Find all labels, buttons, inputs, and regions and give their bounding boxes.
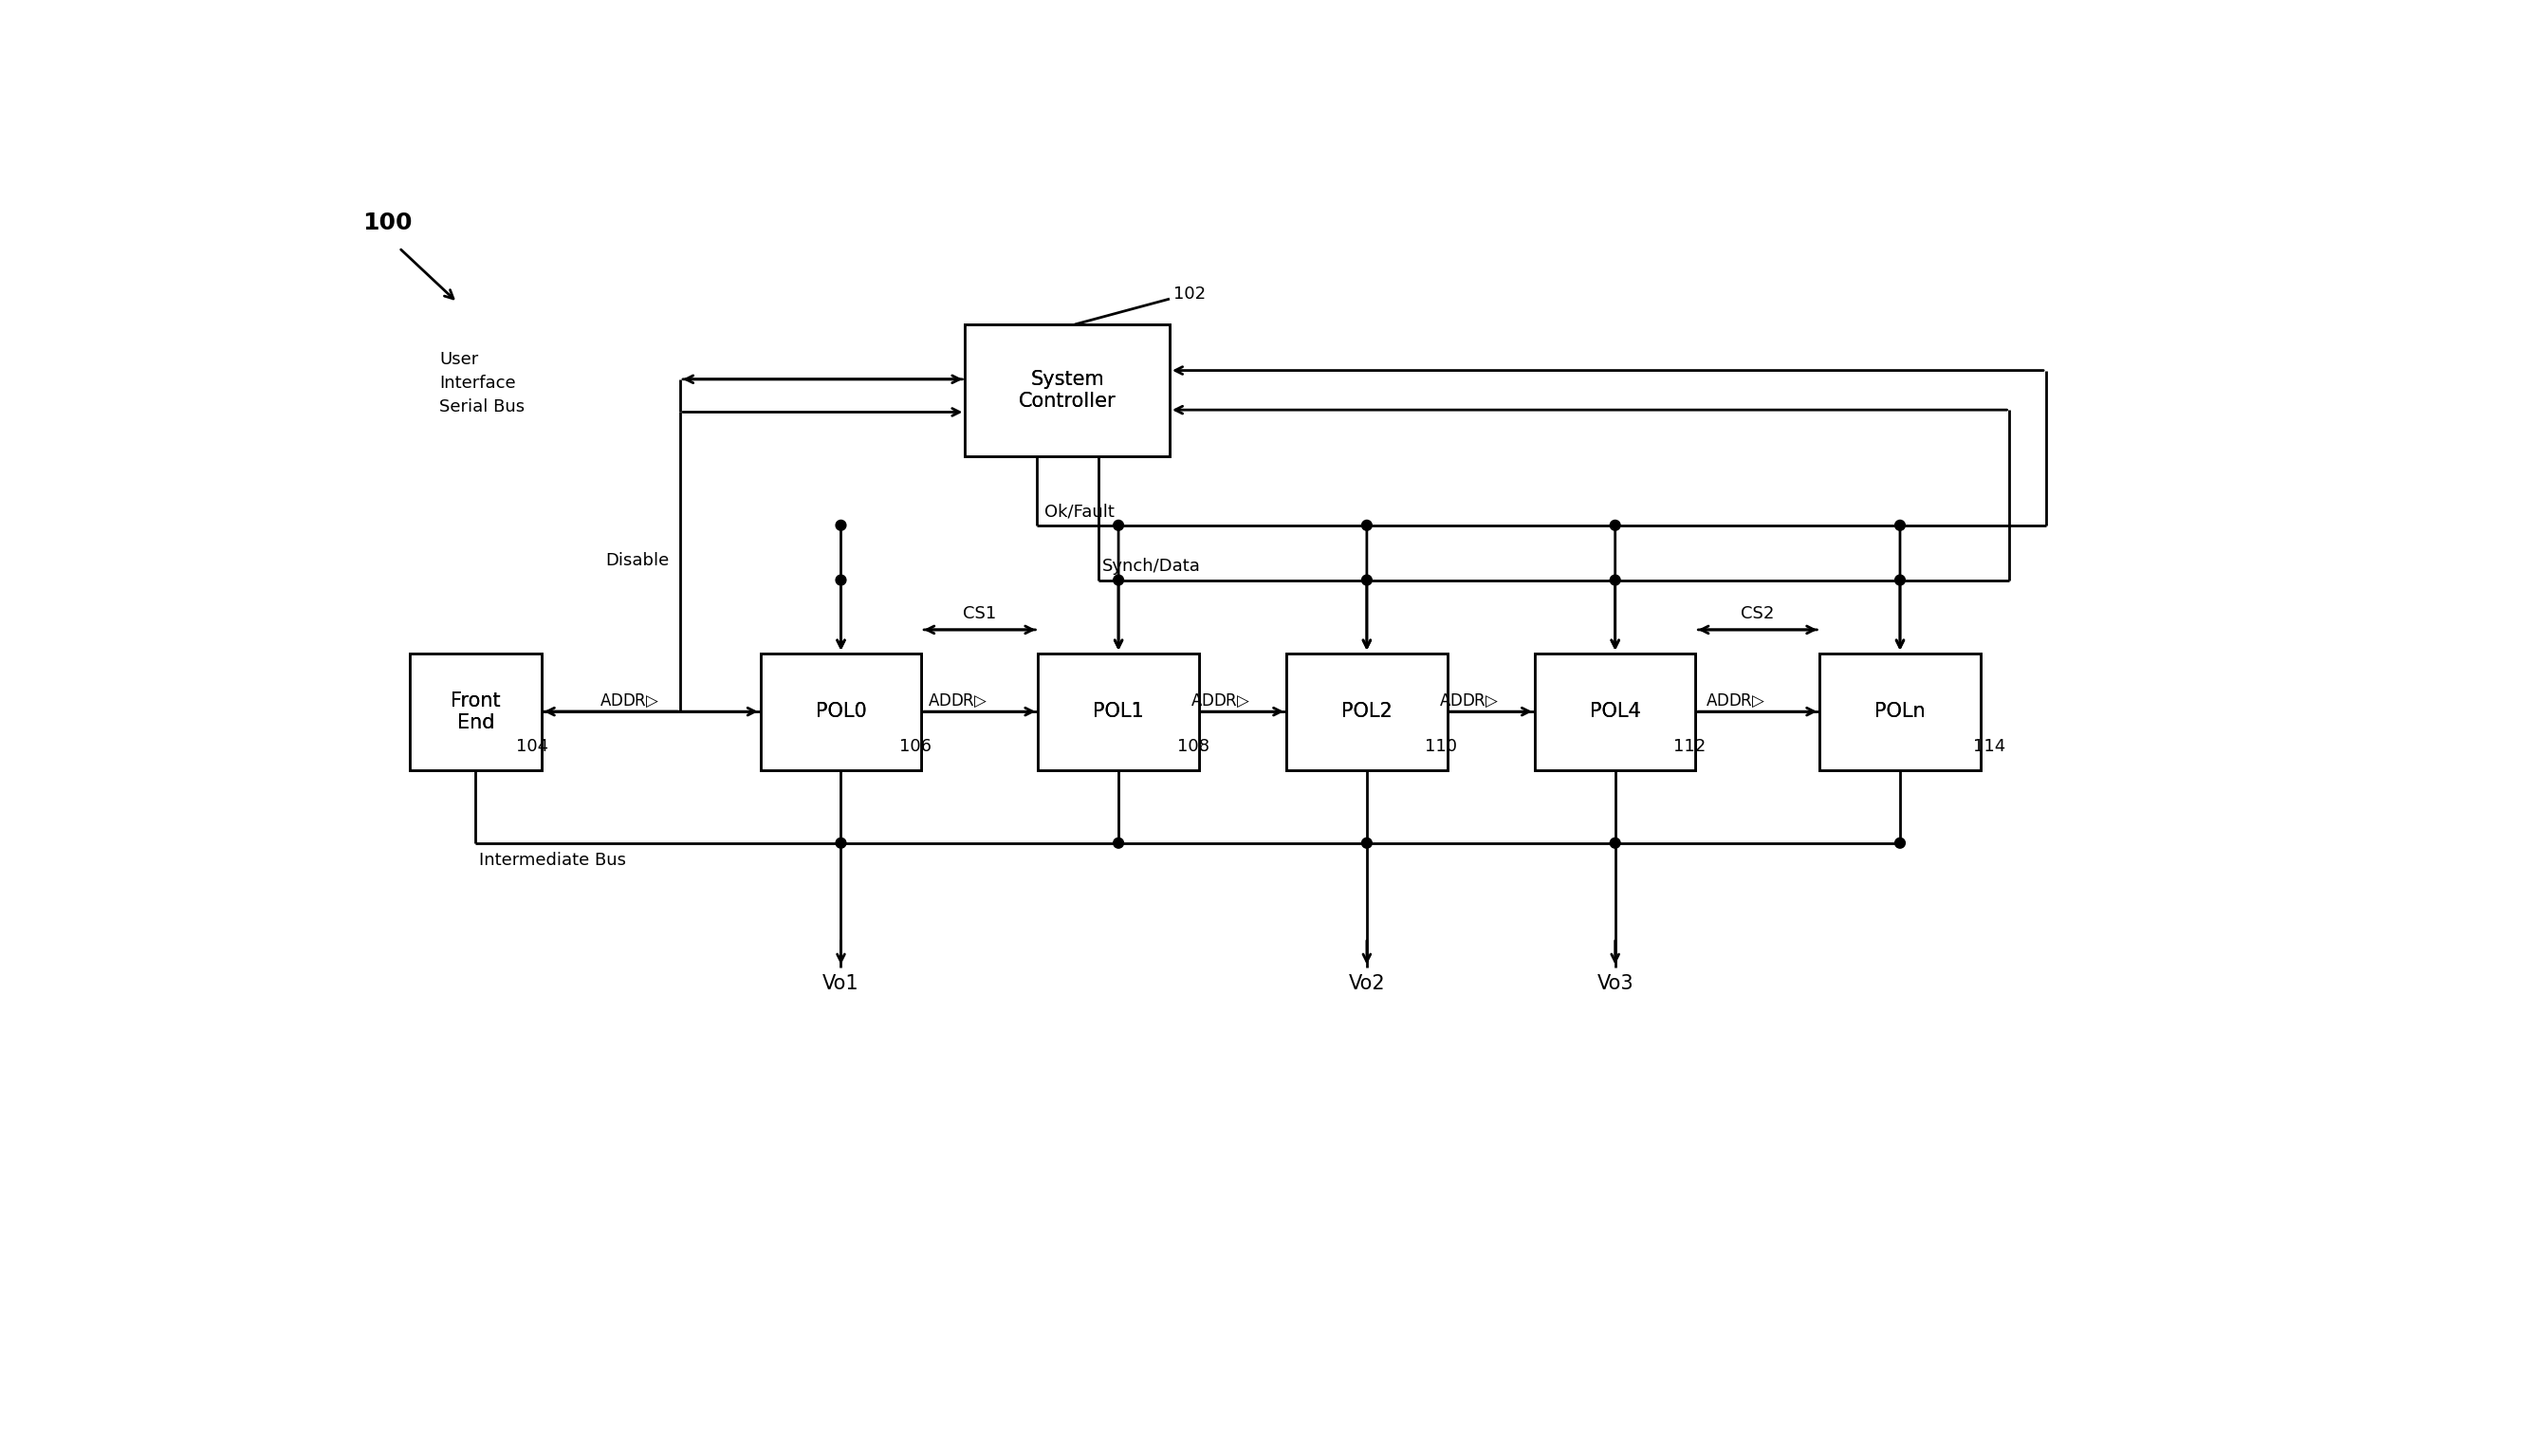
Circle shape [1896,837,1906,849]
FancyBboxPatch shape [761,654,920,770]
Text: 102: 102 [1173,285,1206,303]
Text: ADDR$\triangleright$: ADDR$\triangleright$ [1706,693,1765,709]
FancyBboxPatch shape [1287,654,1446,770]
Text: POL1: POL1 [1092,702,1145,721]
Circle shape [837,575,847,585]
Circle shape [837,837,847,849]
Text: CS1: CS1 [963,606,996,623]
Text: 114: 114 [1972,738,2005,756]
Text: Front
End: Front End [450,692,501,732]
Circle shape [1896,520,1906,530]
FancyBboxPatch shape [1820,654,1979,770]
Circle shape [1363,520,1373,530]
Circle shape [1112,575,1122,585]
Text: 108: 108 [1178,738,1208,756]
Circle shape [1112,837,1122,849]
Text: 104: 104 [516,738,549,756]
FancyBboxPatch shape [1039,654,1198,770]
Circle shape [1610,837,1620,849]
Text: ADDR$\triangleright$: ADDR$\triangleright$ [599,693,660,709]
Text: ADDR$\triangleright$: ADDR$\triangleright$ [1191,693,1251,709]
Text: System
Controller: System Controller [1019,370,1115,411]
Text: POL2: POL2 [1342,702,1393,721]
FancyBboxPatch shape [761,654,920,770]
Text: Intermediate Bus: Intermediate Bus [480,852,627,869]
Text: 106: 106 [900,738,933,756]
Text: Disable: Disable [607,552,670,569]
Text: POL1: POL1 [1092,702,1145,721]
Text: 112: 112 [1674,738,1706,756]
FancyBboxPatch shape [1534,654,1696,770]
Circle shape [1363,837,1373,849]
FancyBboxPatch shape [410,654,541,770]
Circle shape [837,520,847,530]
Circle shape [1896,575,1906,585]
FancyBboxPatch shape [1039,654,1198,770]
FancyBboxPatch shape [966,325,1170,456]
Text: POL4: POL4 [1590,702,1641,721]
Text: POL4: POL4 [1590,702,1641,721]
Text: POL0: POL0 [817,702,867,721]
Text: ADDR$\triangleright$: ADDR$\triangleright$ [928,693,988,709]
Text: POL2: POL2 [1342,702,1393,721]
Text: ADDR$\triangleright$: ADDR$\triangleright$ [1438,693,1499,709]
Circle shape [1112,520,1122,530]
Text: POLn: POLn [1876,702,1926,721]
FancyBboxPatch shape [1820,654,1979,770]
Text: Vo2: Vo2 [1347,974,1385,993]
FancyBboxPatch shape [410,654,541,770]
Circle shape [1610,520,1620,530]
Text: User
Interface
Serial Bus: User Interface Serial Bus [440,351,526,415]
Circle shape [1610,575,1620,585]
Text: Vo3: Vo3 [1598,974,1633,993]
Text: System
Controller: System Controller [1019,370,1115,411]
Text: CS2: CS2 [1742,606,1775,623]
Text: POL0: POL0 [817,702,867,721]
Text: 110: 110 [1426,738,1459,756]
Text: Front
End: Front End [450,692,501,732]
Text: Vo1: Vo1 [822,974,860,993]
Text: Ok/Fault: Ok/Fault [1044,504,1115,520]
Text: Synch/Data: Synch/Data [1102,558,1201,575]
FancyBboxPatch shape [1287,654,1446,770]
FancyBboxPatch shape [1534,654,1696,770]
Text: POLn: POLn [1876,702,1926,721]
Text: 100: 100 [362,211,412,234]
FancyBboxPatch shape [966,325,1170,456]
Circle shape [1363,575,1373,585]
